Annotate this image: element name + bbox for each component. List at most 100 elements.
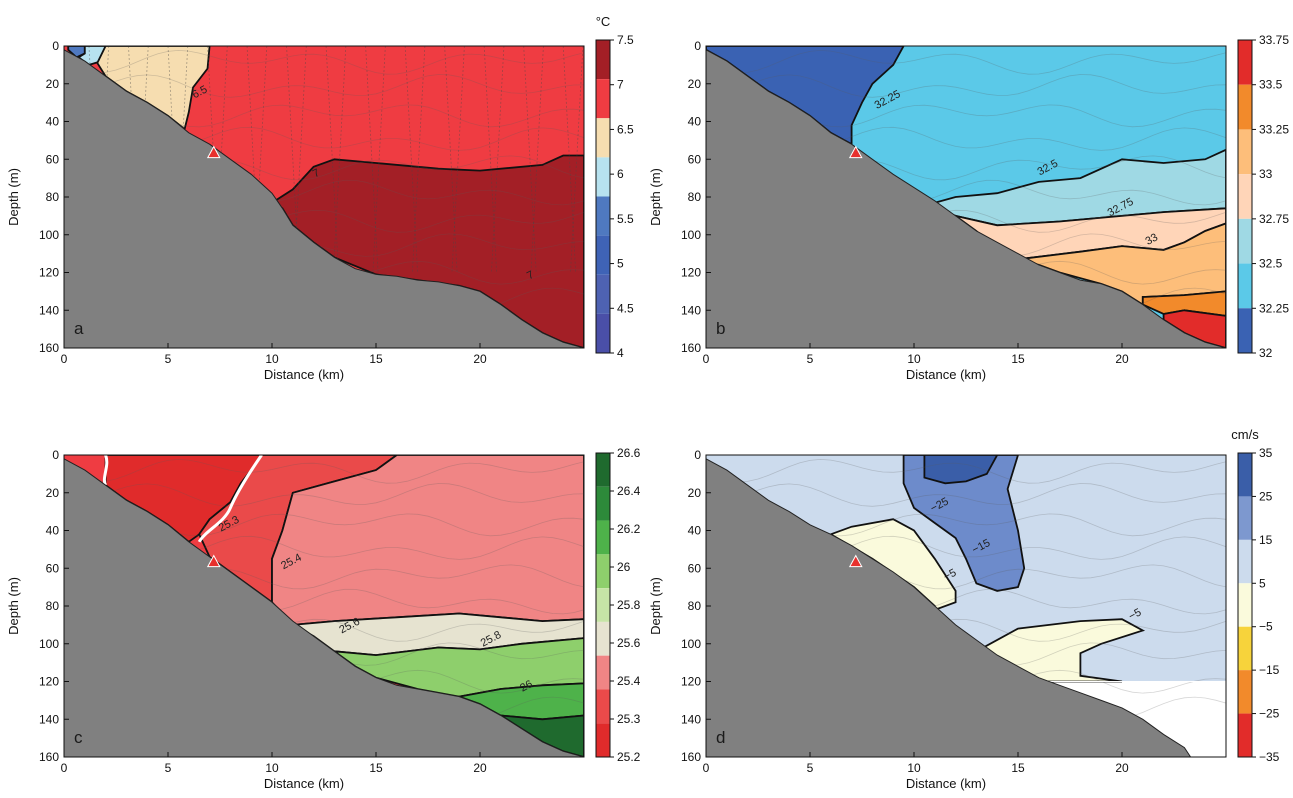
colorbar-tick-label: 6.5	[617, 122, 634, 136]
station-cast-line	[444, 46, 458, 273]
panel-label: d	[716, 728, 725, 747]
contour-region	[923, 455, 999, 485]
colorbar-tick-label: 4.5	[617, 301, 634, 315]
station-marker	[206, 145, 221, 159]
colorbar-swatch	[596, 621, 610, 656]
colorbar-swatch	[596, 79, 610, 119]
x-tick-label: 20	[473, 352, 487, 366]
colorbar-swatch	[1238, 263, 1252, 309]
colorbar-tick-label: 6	[617, 167, 624, 181]
x-tick-label: 5	[807, 352, 814, 366]
y-tick-label: 60	[688, 152, 702, 166]
colorbar-swatch	[596, 157, 610, 197]
isopycnal-white-line	[102, 455, 109, 486]
colorbar-tick-label: 33.25	[1259, 122, 1289, 136]
y-tick-label: 100	[39, 637, 59, 651]
colorbar-tick-label: 5	[617, 257, 624, 271]
y-tick-label: 80	[688, 599, 702, 613]
y-axis-label: Depth (m)	[648, 577, 663, 635]
x-tick-label: 0	[703, 352, 710, 366]
seafloor	[706, 49, 1226, 348]
y-tick-label: 40	[688, 524, 702, 538]
y-tick-label: 20	[46, 486, 60, 500]
colorbar-tick-label: 26.4	[617, 484, 641, 498]
seafloor	[64, 458, 584, 757]
x-tick-label: 15	[1011, 352, 1025, 366]
x-tick-label: 15	[369, 352, 383, 366]
x-tick-label: 10	[907, 761, 921, 775]
colorbar: 35 25 15 5 −5 −15 −25 −35 cm/s	[1231, 427, 1279, 764]
x-tick-label: 5	[807, 761, 814, 775]
y-tick-label: 120	[681, 675, 701, 689]
contour-line	[706, 483, 1226, 507]
station-marker	[848, 554, 863, 568]
panel-label: a	[74, 319, 84, 338]
x-tick-label: 10	[265, 761, 279, 775]
contour-label: 33	[1144, 231, 1160, 247]
x-tick-label: 0	[61, 761, 68, 775]
y-tick-label: 80	[46, 190, 60, 204]
x-tick-label: 0	[703, 761, 710, 775]
colorbar-frame	[1237, 452, 1253, 758]
y-tick-label: 100	[681, 228, 701, 242]
colorbar-tick-label: 33.75	[1259, 33, 1289, 47]
y-tick-label: 120	[39, 675, 59, 689]
station-cast-line	[530, 46, 544, 273]
colorbar-tick-label: 25.4	[617, 674, 641, 688]
station-marker	[206, 554, 221, 568]
contour-line	[64, 74, 584, 98]
x-tick-label: 20	[1115, 352, 1129, 366]
colorbar-tick-label: 25.6	[617, 636, 641, 650]
contour-label: 7	[525, 269, 536, 282]
seafloor	[706, 458, 1226, 757]
colorbar-swatch	[1238, 670, 1252, 714]
contour-line	[706, 49, 1226, 75]
panel-d: −25−15−5−5d0 5 10 15 20020406080100120140160…	[648, 427, 1280, 791]
colorbar-tick-label: 32.5	[1259, 257, 1283, 271]
station-cast-line	[451, 46, 465, 273]
y-tick-label: 160	[681, 750, 701, 764]
colorbar-swatch	[596, 486, 610, 521]
station-cast-line	[365, 46, 379, 273]
y-axis-label: Depth (m)	[648, 168, 663, 226]
y-axis-label: Depth (m)	[6, 168, 21, 226]
colorbar-swatch	[1238, 453, 1252, 497]
station-cast-line	[332, 46, 347, 273]
colorbar-swatch	[1238, 626, 1252, 671]
colorbar-tick-label: 7.5	[617, 33, 634, 47]
x-tick-label: 20	[1115, 761, 1129, 775]
colorbar-tick-label: −15	[1259, 663, 1280, 677]
seafloor	[64, 49, 584, 348]
colorbar: 32 32.25 32.5 32.75 33 33.25 33.5 33.75	[1237, 33, 1289, 360]
colorbar-tick-label: 26.2	[617, 522, 641, 536]
colorbar-tick-label: 32	[1259, 346, 1273, 360]
contour-line	[706, 74, 1226, 98]
y-tick-label: 100	[681, 637, 701, 651]
y-tick-label: 120	[39, 266, 59, 280]
station-cast-line	[372, 46, 386, 273]
x-axis-label: Distance (km)	[906, 776, 986, 791]
station-cast-line	[491, 46, 505, 273]
colorbar-tick-label: 32.25	[1259, 301, 1289, 315]
x-axis-label: Distance (km)	[264, 776, 344, 791]
colorbar-swatch	[1238, 218, 1252, 264]
colorbar-swatch	[596, 453, 610, 487]
colorbar-tick-label: 26	[617, 560, 631, 574]
colorbar-swatch	[596, 313, 610, 353]
plot-area: −25−15−5−5	[706, 455, 1226, 757]
station-cast-line	[483, 46, 498, 273]
colorbar-swatch	[1238, 583, 1252, 627]
y-tick-label: 160	[39, 750, 59, 764]
colorbar-tick-label: 15	[1259, 533, 1273, 547]
station-cast-line	[325, 46, 339, 273]
y-tick-label: 0	[694, 39, 701, 53]
colorbar-swatch	[596, 196, 610, 236]
y-axis-label: Depth (m)	[6, 577, 21, 635]
contour-line	[706, 458, 1226, 484]
colorbar-tick-label: 33	[1259, 167, 1273, 181]
y-tick-label: 40	[46, 115, 60, 129]
station-cast-line	[562, 46, 577, 273]
